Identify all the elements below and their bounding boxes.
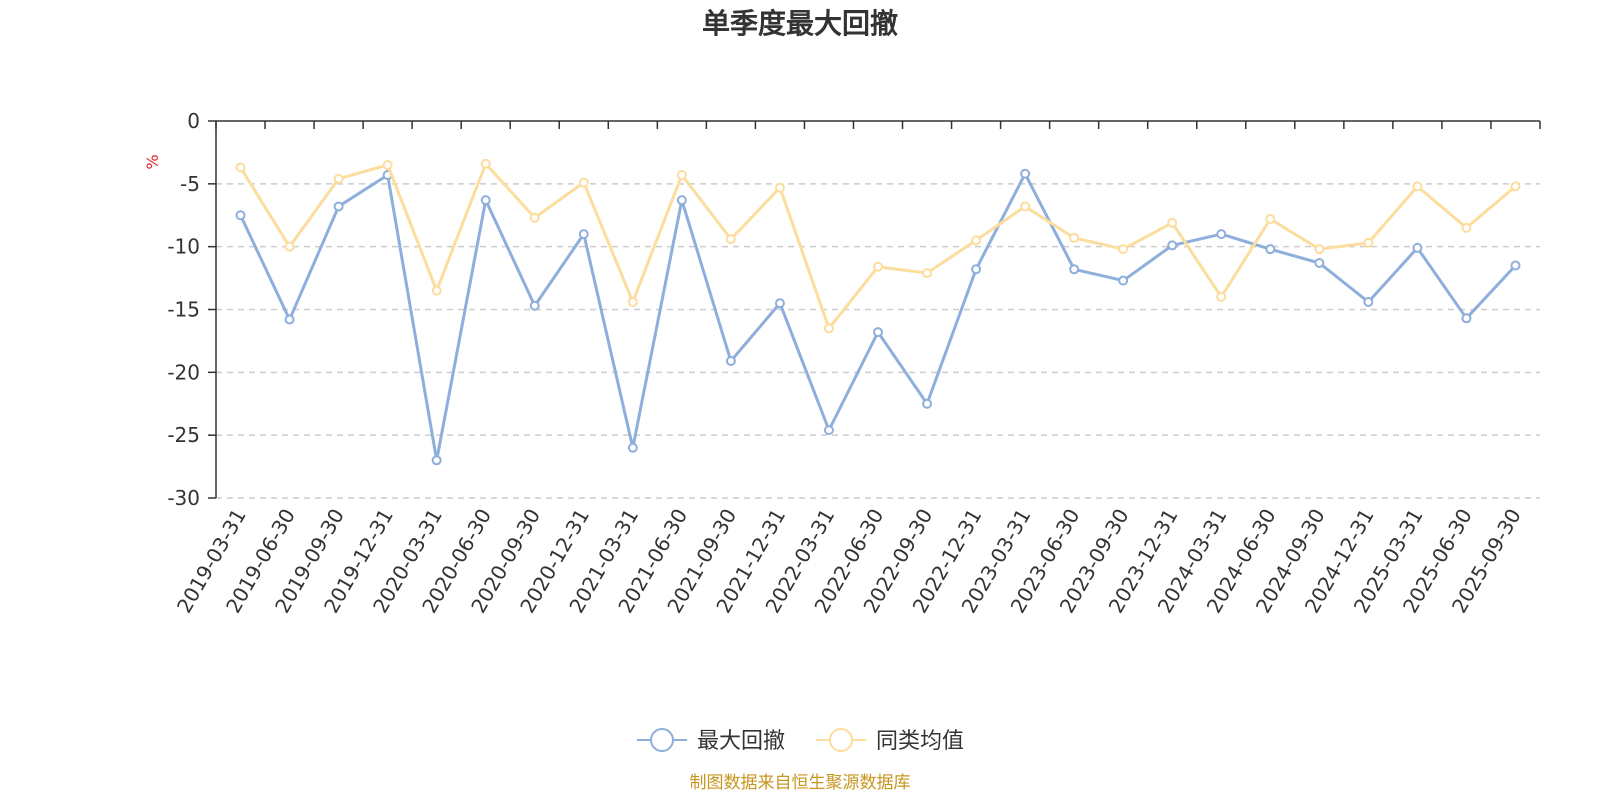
data-point[interactable] [480,195,491,206]
data-point[interactable] [1020,201,1031,212]
data-point[interactable] [284,241,295,252]
y-tick-label: -15 [167,298,200,322]
data-point[interactable] [529,300,540,311]
data-point[interactable] [529,212,540,223]
data-point[interactable] [1461,313,1472,324]
data-point[interactable] [922,398,933,409]
series-1 [235,158,1521,334]
data-point[interactable] [627,296,638,307]
data-point[interactable] [1167,240,1178,251]
data-point[interactable] [873,327,883,338]
data-point[interactable] [1216,291,1227,302]
data-point[interactable] [431,455,442,466]
series-line [239,172,1517,462]
data-point[interactable] [922,268,933,279]
data-point[interactable] [1412,181,1423,192]
data-point[interactable] [1020,168,1031,179]
data-point[interactable] [1461,222,1472,233]
data-point[interactable] [1363,237,1374,248]
data-point[interactable] [1412,242,1423,253]
y-tick-label: -20 [167,360,200,384]
data-point[interactable] [1069,232,1080,243]
data-point[interactable] [284,314,295,325]
y-tick-label: -10 [167,235,200,259]
data-point[interactable] [333,201,344,212]
gridlines [216,183,1540,499]
series [235,158,1521,466]
data-source-note: 制图数据来自恒生聚源数据库 [690,773,911,793]
legend-marker [829,728,853,752]
legend-marker [650,728,674,752]
y-tick-label: -5 [180,172,200,196]
data-point[interactable] [774,182,785,193]
data-point[interactable] [823,323,834,334]
x-tick-labels: 2019-03-312019-06-302019-09-302019-12-31… [172,505,1526,618]
y-axis-unit-label: % [143,154,162,169]
data-point[interactable] [1167,217,1178,228]
data-point[interactable] [725,356,736,367]
y-tick-label: -30 [167,486,200,510]
data-point[interactable] [1265,244,1276,255]
data-point[interactable] [578,229,589,240]
data-point[interactable] [1510,181,1521,192]
legend-item[interactable]: 同类均值 [816,728,964,754]
axes [208,120,1541,499]
data-point[interactable] [382,159,393,170]
data-point[interactable] [627,442,638,453]
data-point[interactable] [971,235,982,246]
data-point[interactable] [235,210,246,221]
data-point[interactable] [676,170,687,181]
data-point[interactable] [1069,264,1080,275]
legend-item[interactable]: 最大回撤 [637,728,785,754]
data-point[interactable] [971,264,982,275]
data-point[interactable] [1265,214,1276,225]
chart-title: 单季度最大回撤 [702,7,898,40]
data-point[interactable] [1118,275,1129,286]
legend-label: 最大回撤 [697,729,785,754]
y-tick-labels: 0 -5 -10 -15 -20 -25 -30 [167,109,200,510]
data-point[interactable] [1314,258,1325,269]
data-point[interactable] [725,234,736,245]
data-point[interactable] [873,261,883,272]
data-point[interactable] [823,425,834,436]
data-point[interactable] [431,285,442,296]
data-point[interactable] [480,158,491,169]
legend-label: 同类均值 [876,729,964,754]
data-point[interactable] [1363,296,1374,307]
data-point[interactable] [578,177,589,188]
data-point[interactable] [774,298,785,309]
data-point[interactable] [1216,229,1227,240]
y-tick-label: -25 [167,423,200,447]
series-0 [235,168,1521,466]
data-point[interactable] [1314,244,1325,255]
data-point[interactable] [1118,244,1129,255]
data-point[interactable] [235,162,246,173]
data-point[interactable] [1510,260,1521,271]
y-tick-label: 0 [187,109,200,133]
legend[interactable]: 最大回撤 同类均值 [637,728,964,754]
data-point[interactable] [333,173,344,184]
data-point[interactable] [676,195,687,206]
